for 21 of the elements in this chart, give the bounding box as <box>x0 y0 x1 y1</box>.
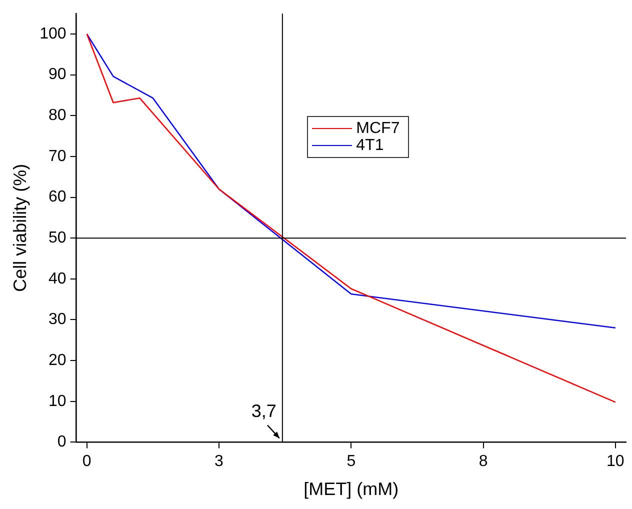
y-tick-label: 40 <box>48 270 66 288</box>
y-tick-label: 90 <box>48 66 66 84</box>
y-tick-label: 30 <box>48 311 66 328</box>
y-tick-label: 70 <box>48 148 66 165</box>
y-axis-title: Cell viability (%) <box>10 164 30 292</box>
x-tick-label: 10 <box>606 453 624 470</box>
y-tick-label: 50 <box>48 230 66 247</box>
x-tick-label: 8 <box>478 453 488 470</box>
y-tick-label: 80 <box>48 107 66 124</box>
y-tick-label: 100 <box>40 25 66 42</box>
y-tick-label: 20 <box>48 352 66 369</box>
y-tick-label: 0 <box>57 434 66 451</box>
x-tick-label: 3 <box>214 453 224 470</box>
legend-label: 4T1 <box>356 137 384 154</box>
x-axis-title: [MET] (mM) <box>304 479 399 500</box>
y-tick-label: 10 <box>48 392 66 410</box>
legend-label: MCF7 <box>356 120 400 138</box>
y-tick-label: 60 <box>48 188 66 206</box>
x-tick-label: 0 <box>82 453 92 470</box>
x-tick-label: 5 <box>346 453 356 470</box>
annotation: 3,7 <box>251 401 276 422</box>
